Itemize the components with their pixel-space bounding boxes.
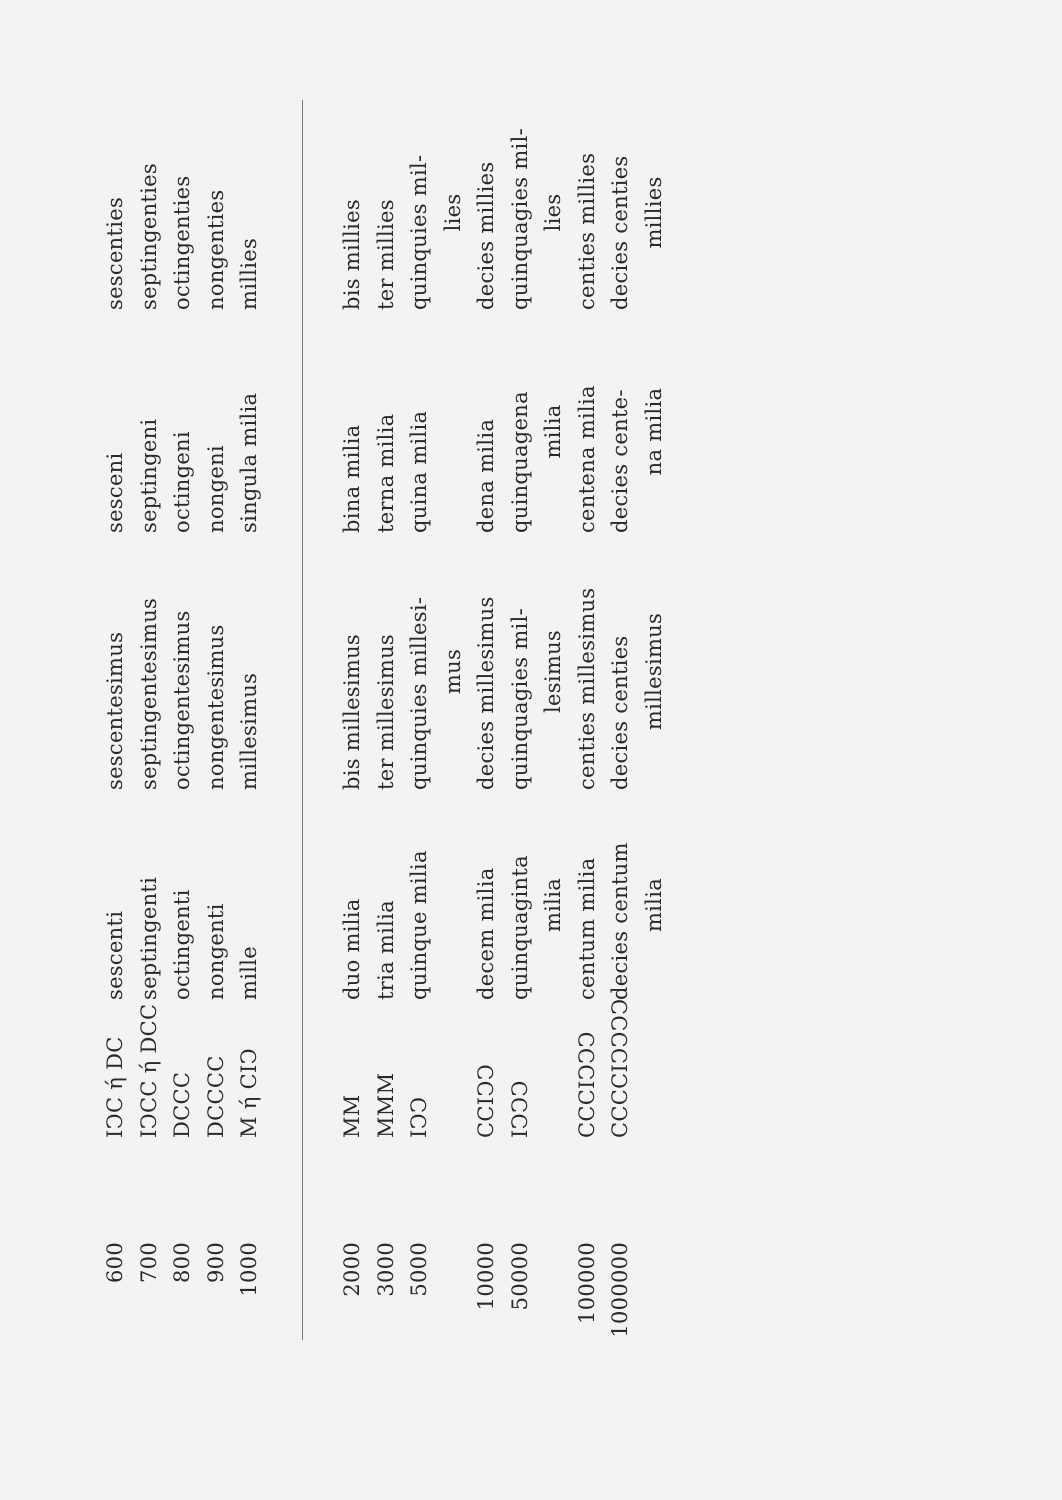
cardinal-cell-continuation: milia — [641, 877, 666, 933]
roman-cell: MMM — [373, 1072, 398, 1138]
distributive-cell-continuation: milia — [541, 404, 565, 459]
ordinal-cell: bis millesimus — [340, 633, 364, 790]
cardinal-cell: decem milia — [474, 867, 498, 1000]
distributive-cell: centena milia — [574, 385, 599, 533]
ordinal-cell-continuation: lesimus — [541, 630, 565, 713]
distributive-cell: quinquagena — [507, 391, 532, 533]
row-number: 5000 — [407, 1242, 431, 1297]
adverb-cell-continuation: millies — [641, 176, 666, 249]
roman-cell: IↃↃ — [407, 1096, 431, 1138]
distributive-cell: dena milia — [474, 418, 498, 533]
distributive-cell: quina milia — [407, 410, 431, 533]
row-number: 50000 — [507, 1242, 532, 1311]
ordinal-cell-continuation: millesimus — [641, 612, 666, 731]
roman-cell: CCIↃↃ — [474, 1063, 498, 1138]
cardinal-cell: nongenti — [203, 903, 228, 1000]
row-number: 900 — [203, 1242, 228, 1283]
roman-cell: CCCIↃↃↃ — [574, 1031, 599, 1138]
distributive-cell: terna milia — [373, 413, 398, 533]
adverb-cell: octingenties — [170, 175, 194, 310]
ordinal-cell: nongentesimus — [203, 624, 228, 790]
roman-cell: IↃCC ή DCC — [136, 1003, 161, 1138]
row-number: 10000 — [474, 1242, 498, 1311]
cardinal-cell: septingenti — [136, 876, 161, 1000]
roman-cell: IↃↃↃ — [507, 1080, 532, 1138]
roman-cell: IↃC ή DC — [103, 1036, 127, 1138]
adverb-cell: septingenties — [136, 163, 161, 310]
ordinal-cell: quinquagies mil- — [507, 608, 532, 790]
cardinal-cell: duo milia — [340, 898, 364, 1000]
roman-cell: CCCCIↃↃↃↃ — [608, 998, 632, 1138]
ordinal-cell: quinquies millesi- — [407, 596, 431, 790]
cardinal-cell: quinque milia — [407, 850, 431, 1000]
cardinal-cell: mille — [237, 946, 261, 1000]
row-number: 1000 — [237, 1242, 261, 1297]
roman-cell: DCCCC — [203, 1055, 228, 1138]
adverb-cell: bis millies — [340, 199, 364, 310]
ordinal-cell: septingentesimus — [136, 597, 161, 790]
ordinal-cell: octingentesimus — [170, 610, 194, 790]
adverb-cell: quinquies mil- — [407, 154, 431, 310]
cardinal-cell: sescenti — [103, 910, 127, 1000]
ordinal-cell-continuation: mus — [440, 648, 465, 695]
ordinal-cell: millesimus — [237, 672, 261, 790]
distributive-cell: septingeni — [136, 418, 161, 533]
ordinal-cell: sescentesimus — [103, 631, 127, 790]
row-number: 800 — [170, 1242, 194, 1283]
adverb-cell: decies millies — [474, 161, 498, 310]
cardinal-cell-continuation: milia — [541, 877, 565, 933]
row-number: 1000000 — [608, 1242, 632, 1338]
row-number: 100000 — [574, 1242, 599, 1324]
distributive-cell: decies cente- — [608, 389, 632, 533]
row-number: 600 — [103, 1242, 127, 1283]
roman-cell: M ή CIↃ — [237, 1048, 261, 1138]
adverb-cell: ter millies — [373, 199, 398, 310]
distributive-cell: bina milia — [340, 424, 364, 533]
distributive-cell: nongeni — [203, 445, 228, 533]
adverb-cell: millies — [237, 237, 261, 310]
row-number: 3000 — [373, 1242, 398, 1297]
roman-cell: DCCC — [170, 1071, 194, 1138]
distributive-cell: sesceni — [103, 452, 127, 533]
cardinal-cell: tria milia — [373, 900, 398, 1000]
ordinal-cell: centies millesimus — [574, 587, 599, 790]
row-number: 2000 — [340, 1242, 364, 1297]
adverb-cell: centies millies — [574, 152, 599, 310]
adverb-cell: nongenties — [203, 189, 228, 310]
adverb-cell-continuation: lies — [440, 193, 465, 232]
adverb-cell: quinquagies mil- — [507, 128, 532, 310]
row-number: 700 — [136, 1242, 161, 1283]
ordinal-cell: decies millesimus — [474, 596, 498, 790]
group-divider-rule — [302, 100, 303, 1340]
distributive-cell: octingeni — [170, 431, 194, 533]
adverb-cell: decies centies — [608, 155, 632, 310]
ordinal-cell: ter millesimus — [373, 634, 398, 790]
adverb-cell: sescenties — [103, 196, 127, 310]
roman-cell: MM — [340, 1094, 364, 1138]
cardinal-cell: decies centum — [608, 842, 632, 1000]
distributive-cell-continuation: na milia — [641, 387, 666, 476]
ordinal-cell: decies centies — [608, 635, 632, 790]
adverb-cell-continuation: lies — [541, 193, 565, 232]
cardinal-cell: quinquaginta — [507, 855, 532, 1000]
cardinal-cell: octingenti — [170, 889, 194, 1000]
distributive-cell: singula milia — [237, 392, 261, 533]
cardinal-cell: centum milia — [574, 857, 599, 1000]
